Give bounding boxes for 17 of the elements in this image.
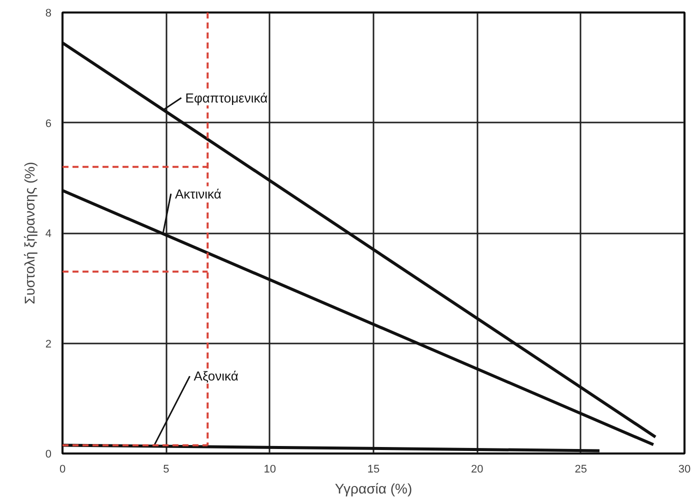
- y-tick-label: 6: [45, 118, 52, 130]
- x-tick-label: 15: [367, 464, 380, 476]
- y-tick-label: 0: [45, 448, 52, 460]
- y-tick-label: 2: [45, 338, 52, 350]
- x-tick-label: 30: [678, 464, 691, 476]
- x-axis-title: Υγρασία (%): [334, 480, 412, 496]
- x-tick-label: 10: [264, 464, 276, 476]
- legend-label: Εφαπτομενικά: [185, 90, 268, 106]
- x-tick-label: 25: [574, 464, 587, 476]
- x-tick-label: 5: [163, 464, 170, 476]
- x-tick-label: 0: [59, 464, 66, 476]
- x-tick-label: 20: [471, 464, 484, 476]
- text: Ακτινικά: [174, 186, 222, 202]
- y-tick-label: 8: [45, 8, 52, 20]
- text: Αξονικά: [194, 368, 239, 384]
- y-tick-label: 4: [45, 228, 52, 240]
- y-axis-title: Συστολή ξήρανσης (%): [21, 162, 38, 304]
